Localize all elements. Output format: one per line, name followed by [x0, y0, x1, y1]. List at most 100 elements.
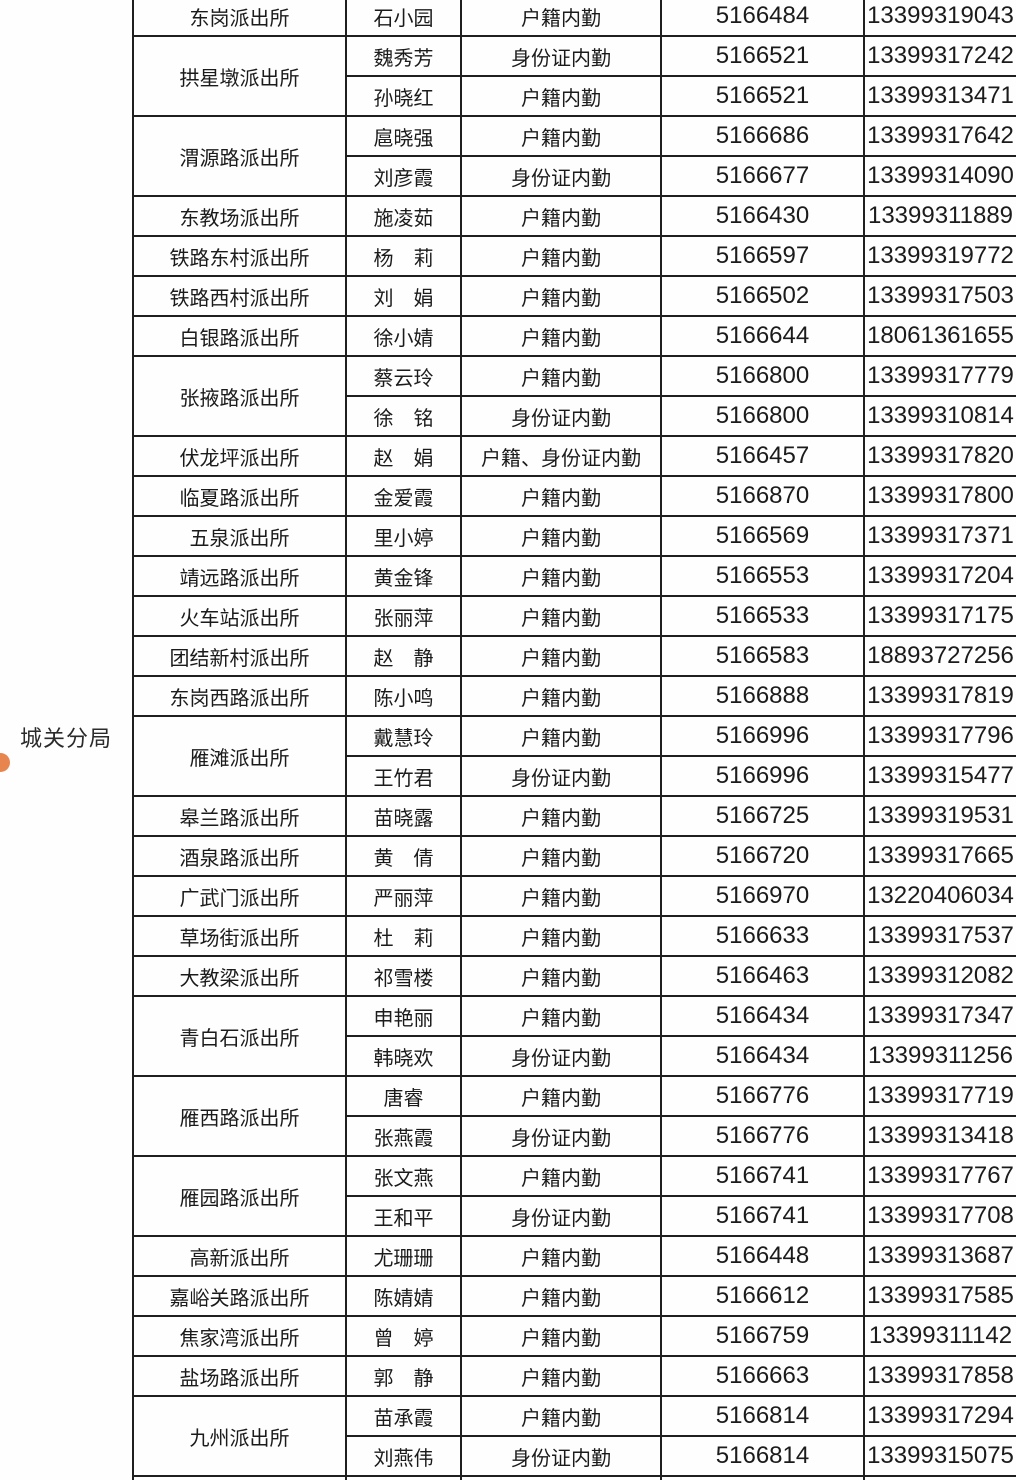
phone-cell: 5166457	[660, 435, 865, 477]
station-cell: 火车站派出所	[132, 595, 347, 637]
table-body: 东岗派出所 石小园 户籍内勤 5166484 13399319043 拱星墩派出所 魏秀芳身…	[132, 0, 1016, 1480]
mobile-cell: 13399317767	[863, 1155, 1016, 1197]
mobile-cell: 13399317242	[863, 35, 1016, 77]
phone-cell: 5166996	[660, 715, 865, 757]
phone-cell: 5166686	[660, 115, 865, 157]
mobile-cell	[863, 1475, 1016, 1480]
duty-cell: 户籍内勤	[460, 1315, 662, 1357]
mobile-cell: 13399317642	[863, 115, 1016, 157]
duty-cell: 户籍内勤	[460, 1235, 662, 1277]
name-cell: 祁雪楼	[345, 955, 462, 997]
name-cell: 杨 莉	[345, 235, 462, 277]
phone-cell: 5166759	[660, 1315, 865, 1357]
mobile-cell: 13399311256	[863, 1035, 1016, 1077]
duty-cell: 身份证内勤	[460, 1195, 662, 1237]
duty-cell: 户籍内勤	[460, 515, 662, 557]
duty-cell: 户籍内勤	[460, 995, 662, 1037]
name-cell	[345, 1475, 462, 1480]
table-row: 东教场派出所 施凌茹 户籍内勤 5166430 13399311889	[132, 195, 1016, 237]
phone-cell: 5166633	[660, 915, 865, 957]
name-cell: 徐 铭	[345, 395, 462, 437]
mobile-cell: 13399317585	[863, 1275, 1016, 1317]
duty-cell: 户籍内勤	[460, 875, 662, 917]
table-row: 高新派出所 尤珊珊 户籍内勤 5166448 13399313687	[132, 1235, 1016, 1277]
phone-cell: 5166776	[660, 1075, 865, 1117]
station-cell: 拱星墩派出所	[132, 35, 347, 117]
station-cell: 张掖路派出所	[132, 355, 347, 437]
phone-cell: 5166553	[660, 555, 865, 597]
phone-cell: 5166583	[660, 635, 865, 677]
mobile-cell: 13399314090	[863, 155, 1016, 197]
phone-cell: 5166800	[660, 355, 865, 397]
mobile-cell: 13399315477	[863, 755, 1016, 797]
name-cell: 尤珊珊	[345, 1235, 462, 1277]
duty-cell: 身份证内勤	[460, 395, 662, 437]
table-row: 焦家湾派出所曾 婷户籍内勤 5166759 13399311142	[132, 1315, 1016, 1357]
duty-cell: 身份证内勤	[460, 1115, 662, 1157]
name-cell: 刘 娟	[345, 275, 462, 317]
phone-cell: 5166644	[660, 315, 865, 357]
mobile-cell: 13399317294	[863, 1395, 1016, 1437]
mobile-cell: 13399317537	[863, 915, 1016, 957]
table-row: 拱星墩派出所 魏秀芳 身份证内勤 5166521 13399317242	[132, 35, 1016, 117]
mobile-cell: 13399312082	[863, 955, 1016, 997]
mobile-cell: 13399317175	[863, 595, 1016, 637]
table-row: 雁西路派出所 唐睿 户籍内勤 5166776 13399317719	[132, 1075, 1016, 1157]
mobile-cell: 18893727256	[863, 635, 1016, 677]
station-cell: 五泉派出所	[132, 515, 347, 557]
name-cell: 陈婧婧	[345, 1275, 462, 1317]
phone-cell: 5166677	[660, 155, 865, 197]
mobile-cell: 13399317371	[863, 515, 1016, 557]
name-cell: 曾 婷	[345, 1315, 462, 1357]
table-row: 刘彦霞 身份证内勤 5166677 13399314090	[133, 155, 1016, 197]
duty-cell: 户籍内勤	[460, 275, 662, 317]
station-cell: 临夏路派出所	[132, 475, 347, 517]
duty-cell: 户籍内勤	[460, 355, 662, 397]
phone-cell: 5166741	[660, 1155, 865, 1197]
table-row: 草场街派出所杜 莉户籍内勤 5166633 13399317537	[132, 915, 1016, 957]
table-row: 广武门派出所 严丽萍 户籍内勤 5166970 13220406034	[132, 875, 1016, 917]
table-row: 王和平 身份证内勤 5166741 13399317708	[133, 1195, 1016, 1237]
contact-table: 东岗派出所 石小园 户籍内勤 5166484 13399319043 拱星墩派出所 魏秀芳身…	[132, 0, 1016, 1480]
duty-cell: 身份证内勤	[460, 1435, 662, 1477]
name-cell: 石小园	[345, 0, 462, 37]
duty-cell: 户籍内勤	[460, 1155, 662, 1197]
station-cell: 九州派出所	[132, 1395, 347, 1477]
mobile-cell: 13399317665	[863, 835, 1016, 877]
name-cell: 黄 倩	[345, 835, 462, 877]
station-cell: 广武门派出所	[132, 875, 347, 917]
name-cell: 杜 莉	[345, 915, 462, 957]
table-row: 张掖路派出所 蔡云玲 户籍内勤 5166800 13399317779	[132, 355, 1016, 437]
table-row: 五泉派出所 里小婷 户籍内勤 5166569 13399317371	[132, 515, 1016, 557]
station-cell: 铁路东村派出所	[132, 235, 347, 277]
phone-cell: 5166970	[660, 875, 865, 917]
duty-cell: 户籍内勤	[460, 1275, 662, 1317]
name-cell: 扈晓强	[345, 115, 462, 157]
table-row: 孙晓红 户籍内勤 5166521 13399313471	[133, 75, 1016, 117]
station-cell: 雁滩派出所	[132, 715, 347, 797]
table-row: 王竹君 身份证内勤 5166996 13399315477	[133, 755, 1016, 797]
name-cell: 赵 静	[345, 635, 462, 677]
name-cell: 赵 娟	[345, 435, 462, 477]
station-cell: 白银路派出所	[132, 315, 347, 357]
mobile-cell: 13399317820	[863, 435, 1016, 477]
duty-cell: 户籍内勤	[460, 675, 662, 717]
name-cell: 申艳丽	[345, 995, 462, 1037]
name-cell: 郭 静	[345, 1355, 462, 1397]
name-cell: 魏秀芳	[345, 35, 462, 77]
name-cell: 里小婷	[345, 515, 462, 557]
phone-cell: 5166448	[660, 1235, 865, 1277]
phone-cell: 5166870	[660, 475, 865, 517]
mobile-cell: 13399319043	[863, 0, 1016, 37]
duty-cell: 身份证内勤	[460, 755, 662, 797]
phone-cell: 5166996	[660, 755, 865, 797]
name-cell: 王和平	[345, 1195, 462, 1237]
duty-cell: 户籍内勤	[460, 915, 662, 957]
mobile-cell: 13399317800	[863, 475, 1016, 517]
phone-cell: 5166434	[660, 1035, 865, 1077]
phone-cell: 5166888	[660, 675, 865, 717]
table-row: 酒泉路派出所黄 倩户籍内勤 5166720 13399317665	[132, 835, 1016, 877]
duty-cell: 户籍内勤	[460, 1075, 662, 1117]
table-row: 雁园路派出所 张文燕 户籍内勤 5166741 13399317767	[132, 1155, 1016, 1237]
mobile-cell: 13399317819	[863, 675, 1016, 717]
